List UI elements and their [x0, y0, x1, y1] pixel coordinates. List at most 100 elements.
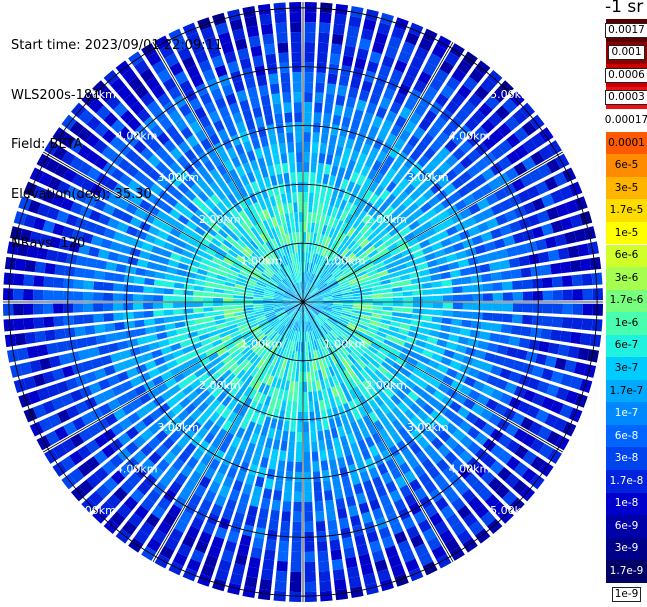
colorbar-tick-label: 6e-9 — [614, 519, 639, 532]
ppi-gate-cell — [371, 159, 383, 172]
ppi-gate-cell — [319, 337, 326, 348]
ppi-gate-cell — [287, 390, 294, 402]
ppi-gate-cell — [204, 124, 216, 137]
ppi-gate-cell — [354, 57, 367, 70]
ppi-gate-cell — [303, 302, 313, 305]
ppi-gate-cell — [193, 307, 204, 313]
ppi-gate-cell — [106, 95, 122, 110]
ppi-gate-cell — [243, 307, 254, 312]
ppi-gate-cell — [323, 346, 330, 357]
ppi-gate-cell — [116, 198, 130, 211]
ppi-gate-cell — [167, 259, 180, 268]
ppi-gate-cell — [178, 361, 191, 372]
ppi-gate-cell — [538, 145, 554, 161]
ppi-gate-cell — [234, 553, 248, 566]
ppi-gate-cell — [214, 314, 225, 321]
ppi-gate-cell — [213, 297, 224, 302]
range-ring-label: 5.00km — [74, 504, 116, 517]
ppi-gate-cell — [253, 237, 262, 248]
ppi-gate-cell — [291, 285, 298, 294]
ppi-gate-cell — [202, 362, 214, 372]
ppi-gate-cell — [159, 44, 175, 59]
ppi-gate-cell — [331, 309, 342, 315]
ppi-gate-cell — [162, 423, 175, 436]
ppi-gate-cell — [251, 269, 261, 277]
ppi-gate-cell — [219, 265, 230, 273]
ppi-gate-cell — [133, 420, 147, 434]
ppi-gate-cell — [57, 180, 71, 195]
ppi-gate-cell — [253, 302, 264, 305]
ppi-gate-cell — [358, 89, 370, 102]
ppi-gate-cell — [330, 427, 339, 439]
ppi-gate-cell — [257, 3, 271, 16]
ppi-gate-cell — [342, 302, 353, 305]
ppi-gate-cell — [315, 328, 321, 339]
ppi-gate-cell — [374, 334, 385, 343]
ppi-gate-cell — [303, 294, 311, 302]
ppi-gate-cell — [443, 408, 457, 421]
ppi-gate-cell — [311, 441, 318, 452]
ppi-gate-cell — [287, 350, 293, 361]
ppi-gate-cell — [228, 269, 239, 277]
ppi-gate-cell — [422, 28, 438, 43]
ppi-gate-cell — [269, 397, 277, 409]
ppi-gate-cell — [83, 303, 94, 313]
ppi-gate-cell — [401, 285, 413, 291]
ppi-gate-cell — [434, 249, 446, 258]
ppi-gate-cell — [397, 426, 410, 439]
ppi-gate-cell — [392, 292, 403, 297]
ppi-gate-cell — [535, 180, 549, 195]
ppi-gate-cell — [528, 168, 543, 183]
ppi-gate-cell — [491, 501, 507, 517]
ppi-gate-cell — [303, 302, 306, 312]
ppi-gate-cell — [73, 303, 84, 313]
ppi-gate-cell — [325, 153, 334, 165]
ppi-gate-cell — [401, 347, 413, 356]
ppi-gate-cell — [287, 202, 294, 214]
ppi-gate-cell — [303, 302, 307, 312]
ppi-gate-cell — [211, 155, 223, 168]
ppi-gate-cell — [130, 100, 145, 116]
ppi-gate-cell — [281, 327, 288, 337]
ppi-gate-cell — [559, 403, 574, 419]
ppi-gate-cell — [295, 302, 303, 310]
ppi-gate-cell — [203, 292, 214, 297]
ppi-gate-cell — [72, 416, 86, 431]
ppi-gate-cell — [310, 320, 316, 330]
ppi-gate-cell — [71, 102, 87, 119]
ppi-gate-cell — [381, 314, 392, 321]
ppi-gate-cell — [293, 501, 302, 512]
ppi-gate-cell — [239, 99, 251, 112]
ppi-gate-cell — [75, 189, 89, 204]
ppi-gate-cell — [467, 367, 480, 379]
ppi-gate-cell — [166, 359, 178, 370]
ppi-gate-cell — [132, 155, 147, 169]
ppi-gate-cell — [339, 126, 349, 138]
ppi-gate-cell — [519, 485, 535, 502]
ppi-gate-cell — [279, 314, 289, 322]
ppi-gate-cell — [238, 394, 248, 406]
ppi-gate-cell — [296, 294, 303, 302]
ppi-gate-cell — [371, 285, 382, 291]
range-ring-label: 2.00km — [365, 379, 407, 392]
ppi-gate-cell — [342, 264, 352, 273]
ppi-gate-cell — [424, 227, 437, 238]
ppi-gate-cell — [387, 330, 398, 338]
ppi-gate-cell — [332, 293, 343, 298]
ppi-gate-cell — [325, 93, 335, 105]
ppi-gate-cell — [198, 440, 210, 453]
ppi-gate-cell — [286, 290, 295, 297]
ppi-gate-cell — [471, 403, 485, 416]
ppi-gate-cell — [344, 380, 353, 391]
ppi-gate-cell — [328, 175, 336, 186]
ppi-gate-cell — [499, 224, 512, 236]
ppi-gate-cell — [125, 426, 139, 440]
ppi-gate-cell — [245, 118, 256, 131]
ppi-gate-cell — [163, 295, 174, 302]
ppi-gate-cell — [275, 288, 286, 294]
ppi-gate-cell — [120, 479, 135, 495]
ppi-gate-cell — [430, 437, 444, 450]
ppi-gate-cell — [432, 288, 443, 295]
ppi-gate-cell — [310, 172, 316, 183]
ppi-gate-cell — [430, 323, 442, 331]
